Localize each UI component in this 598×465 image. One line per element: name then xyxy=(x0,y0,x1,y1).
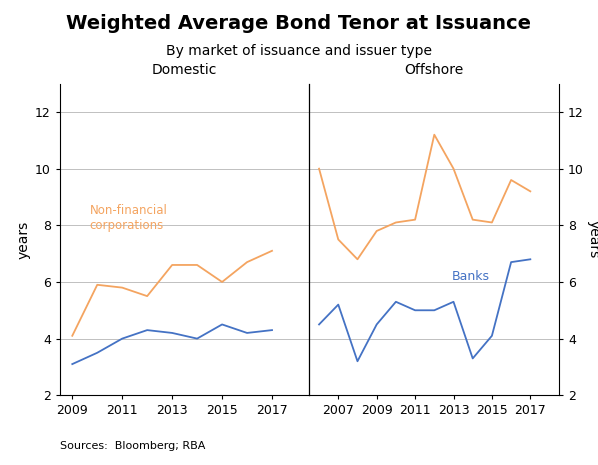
Text: Domestic: Domestic xyxy=(152,63,217,78)
Text: Sources:  Bloomberg; RBA: Sources: Bloomberg; RBA xyxy=(60,441,205,451)
Text: Non-financial
corporations: Non-financial corporations xyxy=(90,204,167,232)
Text: Banks: Banks xyxy=(451,270,490,283)
Text: By market of issuance and issuer type: By market of issuance and issuer type xyxy=(166,44,432,58)
Text: Weighted Average Bond Tenor at Issuance: Weighted Average Bond Tenor at Issuance xyxy=(66,13,532,33)
Text: Offshore: Offshore xyxy=(405,63,464,78)
Y-axis label: years: years xyxy=(587,220,598,259)
Y-axis label: years: years xyxy=(17,220,30,259)
